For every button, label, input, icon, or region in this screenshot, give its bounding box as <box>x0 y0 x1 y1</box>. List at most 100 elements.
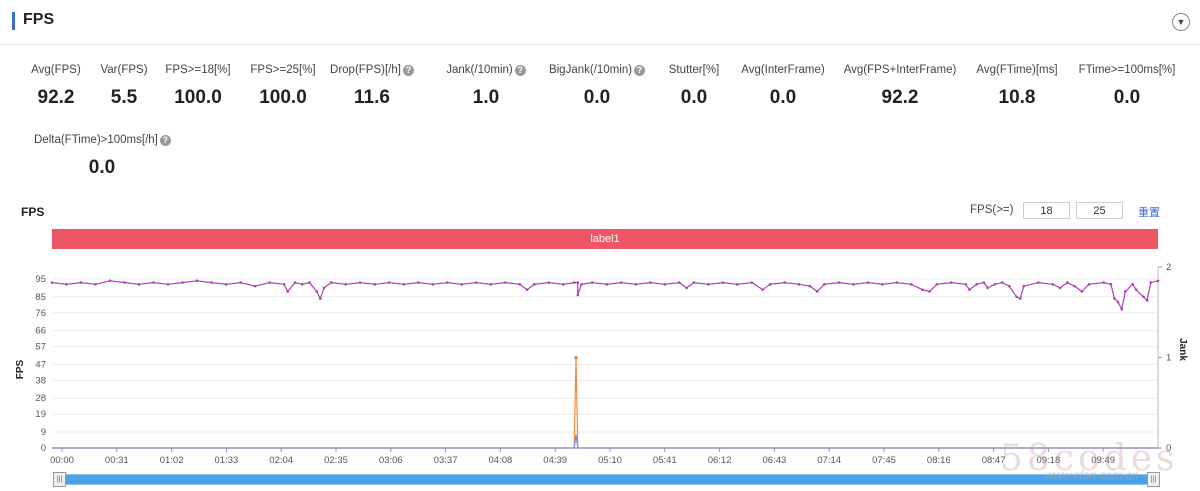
metric-4: Drop(FPS)[/h]? 11.6 <box>282 64 462 109</box>
fps-point <box>707 283 710 286</box>
metric-value: 11.6 <box>354 87 390 108</box>
fps-point <box>576 293 580 297</box>
help-icon[interactable]: ? <box>634 65 646 76</box>
fps-point <box>928 290 931 293</box>
help-icon[interactable]: ? <box>514 65 526 76</box>
fps-point <box>993 283 997 286</box>
metric-value: 92.2 <box>881 87 919 108</box>
metric-7: Stutter[%] 0.0 <box>604 64 784 109</box>
fps-point <box>402 283 406 286</box>
fps-point <box>1066 281 1069 284</box>
fps-point <box>721 281 725 284</box>
metric-label: Drop(FPS)[/h]? <box>282 64 462 76</box>
metric-value: 100.0 <box>174 87 222 108</box>
y-tick-label: 0 <box>41 443 46 454</box>
fps-point <box>605 283 609 286</box>
fps-point <box>576 281 580 284</box>
metric-value: 0.0 <box>583 87 611 108</box>
jank-point <box>574 355 578 360</box>
fps-point <box>94 283 97 286</box>
fps-point <box>300 283 304 286</box>
fps-point <box>315 290 319 293</box>
fps-point <box>532 283 536 286</box>
panel-title: FPS <box>23 11 55 28</box>
fps-point <box>308 281 311 284</box>
fps-point <box>620 281 623 284</box>
fps-point <box>1073 284 1076 288</box>
help-icon[interactable]: ? <box>159 135 171 146</box>
y2-tick-label: 2 <box>1166 262 1171 273</box>
fps-point <box>322 286 326 290</box>
fps-point <box>1080 290 1084 293</box>
collapse-icon[interactable]: ▼ <box>1172 13 1190 31</box>
fps-point <box>1022 284 1026 288</box>
fps-point <box>736 283 739 286</box>
fps-threshold-input-2[interactable] <box>1076 202 1123 219</box>
fps-point <box>761 288 765 291</box>
fps-point <box>79 281 83 284</box>
fps-point <box>968 288 971 291</box>
x-tick-label: 06:43 <box>763 455 787 466</box>
fps-point <box>1087 283 1091 286</box>
zoom-slider-right-handle[interactable]: ||| <box>1147 472 1160 487</box>
y-tick-label: 76 <box>35 308 46 319</box>
y-tick-label: 57 <box>35 342 46 353</box>
metric-value: 10.8 <box>998 87 1036 108</box>
fps-point <box>910 283 913 286</box>
metric-label: Var(FPS) <box>100 64 148 76</box>
fps-point <box>837 281 841 284</box>
fps-point <box>881 283 884 286</box>
zoom-slider-left-handle[interactable]: ||| <box>53 472 66 487</box>
fps-point <box>474 281 478 284</box>
fps-threshold-label: FPS(>=) <box>970 204 1014 216</box>
fps-point <box>431 283 435 286</box>
fps-point <box>293 281 297 284</box>
fps-point <box>561 283 565 286</box>
metric-3: FPS>=25[%] 100.0 <box>193 64 373 109</box>
fps-point <box>797 283 801 286</box>
fps-point <box>964 283 968 286</box>
help-icon[interactable]: ? <box>402 65 414 76</box>
fps-point <box>319 297 322 300</box>
fps-point <box>808 284 812 288</box>
fps-point <box>1058 286 1062 290</box>
chart-title: FPS <box>21 205 45 219</box>
x-tick-label: 04:39 <box>543 455 567 466</box>
x-tick-label: 09:18 <box>1037 455 1061 466</box>
zoom-slider-track[interactable] <box>54 474 1160 485</box>
x-tick-label: 02:04 <box>269 455 293 466</box>
fps-point <box>975 283 978 286</box>
fps-point <box>525 288 529 291</box>
fps-point <box>1142 295 1145 299</box>
fps-point <box>572 281 576 284</box>
reset-button[interactable]: 重置 <box>1138 207 1160 219</box>
fps-point <box>181 281 184 284</box>
fps-point <box>518 283 522 286</box>
label-bar[interactable]: label1 <box>52 229 1158 249</box>
jank-series-line <box>52 357 1158 449</box>
metric-0: Avg(FPS) 92.2 <box>0 64 146 109</box>
header-accent-bar <box>12 12 15 30</box>
fps-point <box>282 283 286 286</box>
fps-point <box>1037 281 1040 284</box>
fps-chart: 0 9 19 28 38 47 57 66 76 85 95 0 1 2 00:00 00:31 01:02 01… <box>15 262 1188 466</box>
fps-point <box>224 283 228 286</box>
fps-point <box>591 281 594 284</box>
fps-point <box>950 281 953 284</box>
fps-point <box>1018 297 1022 300</box>
fps-point <box>65 283 68 286</box>
x-tick-label: 06:12 <box>708 455 732 466</box>
fps-threshold-input-1[interactable] <box>1023 202 1070 219</box>
fps-point <box>373 283 377 286</box>
fps-point <box>768 283 772 286</box>
fps-point <box>1149 281 1153 284</box>
metric-label: FPS>=18[%] <box>165 64 231 76</box>
y-tick-label: 38 <box>35 375 46 386</box>
fps-point <box>982 281 986 284</box>
y-tick-label: 66 <box>35 326 46 337</box>
metric-8: Avg(InterFrame) 0.0 <box>693 64 873 109</box>
fps-point <box>547 281 551 284</box>
metric-2: FPS>=18[%] 100.0 <box>108 64 288 109</box>
metric-value: 0.0 <box>769 87 797 108</box>
y-tick-label: 47 <box>35 359 46 370</box>
